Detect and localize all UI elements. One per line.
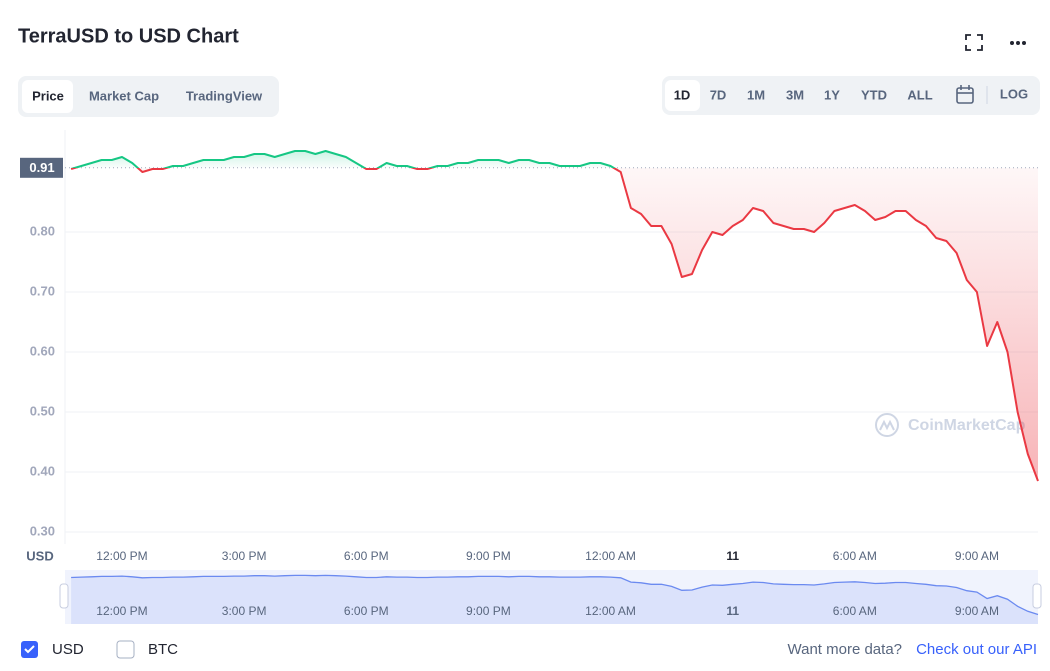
range-button[interactable]: ALL [907,87,932,102]
range-active [665,80,700,111]
range-group [662,76,1040,115]
y-tick-label: 0.50 [30,403,55,418]
x-tick-label: 9:00 PM [466,549,511,563]
x-tick-label: 12:00 PM [96,549,147,563]
tab[interactable]: Market Cap [89,88,159,103]
navigator-tick-label: 3:00 PM [222,604,267,618]
range-button[interactable]: 7D [710,87,727,102]
x-tick-label: 12:00 AM [585,549,636,563]
x-tick-label: 9:00 AM [955,549,999,563]
navigator-tick-label: 6:00 PM [344,604,389,618]
navigator-line [71,574,1039,616]
legend-label[interactable]: USD [52,641,84,658]
navigator-tick-label: 12:00 AM [585,604,636,618]
y-unit-label: USD [26,548,53,563]
check [24,645,35,654]
y-tick-label: 0.30 [30,523,55,538]
calendar-icon[interactable] [956,85,974,104]
navigator-handle[interactable] [59,583,69,609]
x-tick-label: 6:00 AM [833,549,877,563]
checkbox[interactable] [116,640,135,659]
x-tick-label: 6:00 PM [344,549,389,563]
tab[interactable]: Price [32,88,64,103]
log-button[interactable]: LOG [1000,86,1028,101]
y-tick-label: 0.80 [30,223,55,238]
navigator-tick-label: 6:00 AM [833,604,877,618]
footer-link[interactable]: Check out our API [916,641,1037,658]
price-area [71,151,1039,481]
y-tick-label: 0.40 [30,463,55,478]
chart-title: TerraUSD to USD Chart [18,25,239,47]
price-line [70,150,1039,482]
navigator-tick-label: 11 [726,604,739,618]
watermark: CoinMarketCap [908,417,1026,434]
legend-label[interactable]: BTC [148,641,178,658]
watermark-logo [875,413,899,437]
more-icon[interactable] [1010,41,1026,45]
range-button[interactable]: YTD [861,87,887,102]
footer-text: Want more data? [788,641,903,658]
tab[interactable]: TradingView [186,88,263,103]
range-button[interactable]: 1D [674,87,691,102]
tab-group [18,76,279,117]
range-button[interactable]: 1Y [824,87,840,102]
navigator-area [71,575,1039,624]
fullscreen-icon[interactable] [965,34,983,51]
x-tick-label: 11 [726,549,739,563]
navigator-tick-label: 9:00 PM [466,604,511,618]
navigator-tick-label: 12:00 PM [96,604,147,618]
range-button[interactable]: 3M [786,87,804,102]
navigator-tick-label: 9:00 AM [955,604,999,618]
y-tick-label: 0.70 [30,283,55,298]
navigator-handle[interactable] [1032,583,1042,609]
tab-active [22,80,73,113]
x-tick-label: 3:00 PM [222,549,267,563]
y-tick-label: 0.60 [30,343,55,358]
reference-label: 0.91 [29,160,54,175]
reference-label-bg [20,157,63,178]
range-button[interactable]: 1M [747,87,765,102]
